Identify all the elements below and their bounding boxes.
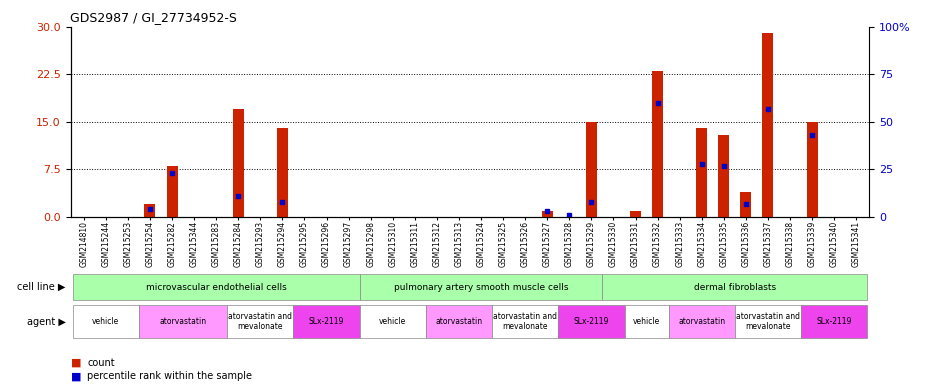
Text: dermal fibroblasts: dermal fibroblasts: [694, 283, 776, 291]
Text: atorvastatin: atorvastatin: [678, 317, 726, 326]
Text: atorvastatin: atorvastatin: [435, 317, 482, 326]
Bar: [166, 166, 178, 217]
Text: cell line ▶: cell line ▶: [18, 282, 66, 292]
Text: SLx-2119: SLx-2119: [817, 317, 852, 326]
Bar: [492, 305, 558, 338]
Bar: [72, 274, 360, 300]
Bar: [145, 204, 155, 217]
Bar: [139, 305, 227, 338]
Text: SLx-2119: SLx-2119: [309, 317, 344, 326]
Text: count: count: [87, 358, 115, 368]
Bar: [735, 305, 801, 338]
Bar: [668, 305, 735, 338]
Bar: [541, 211, 553, 217]
Bar: [360, 305, 426, 338]
Bar: [293, 305, 360, 338]
Bar: [630, 211, 641, 217]
Text: percentile rank within the sample: percentile rank within the sample: [87, 371, 253, 381]
Bar: [603, 274, 868, 300]
Text: vehicle: vehicle: [633, 317, 660, 326]
Bar: [558, 305, 624, 338]
Text: microvascular endothelial cells: microvascular endothelial cells: [146, 283, 287, 291]
Text: atorvastatin: atorvastatin: [160, 317, 207, 326]
Text: atorvastatin and
mevalonate: atorvastatin and mevalonate: [736, 312, 800, 331]
Text: atorvastatin and
mevalonate: atorvastatin and mevalonate: [494, 312, 557, 331]
Bar: [360, 274, 603, 300]
Bar: [807, 122, 818, 217]
Bar: [741, 192, 751, 217]
Text: vehicle: vehicle: [92, 317, 119, 326]
Text: pulmonary artery smooth muscle cells: pulmonary artery smooth muscle cells: [394, 283, 569, 291]
Text: ■: ■: [70, 371, 81, 381]
Text: GDS2987 / GI_27734952-S: GDS2987 / GI_27734952-S: [70, 11, 238, 24]
Text: agent ▶: agent ▶: [27, 316, 66, 327]
Bar: [426, 305, 492, 338]
Bar: [72, 305, 139, 338]
Text: vehicle: vehicle: [379, 317, 406, 326]
Text: ■: ■: [70, 358, 81, 368]
Bar: [624, 305, 668, 338]
Bar: [762, 33, 774, 217]
Bar: [801, 305, 868, 338]
Bar: [718, 135, 729, 217]
Text: SLx-2119: SLx-2119: [573, 317, 609, 326]
Bar: [277, 128, 288, 217]
Text: atorvastatin and
mevalonate: atorvastatin and mevalonate: [228, 312, 292, 331]
Bar: [233, 109, 243, 217]
Bar: [227, 305, 293, 338]
Bar: [586, 122, 597, 217]
Bar: [652, 71, 663, 217]
Bar: [697, 128, 707, 217]
